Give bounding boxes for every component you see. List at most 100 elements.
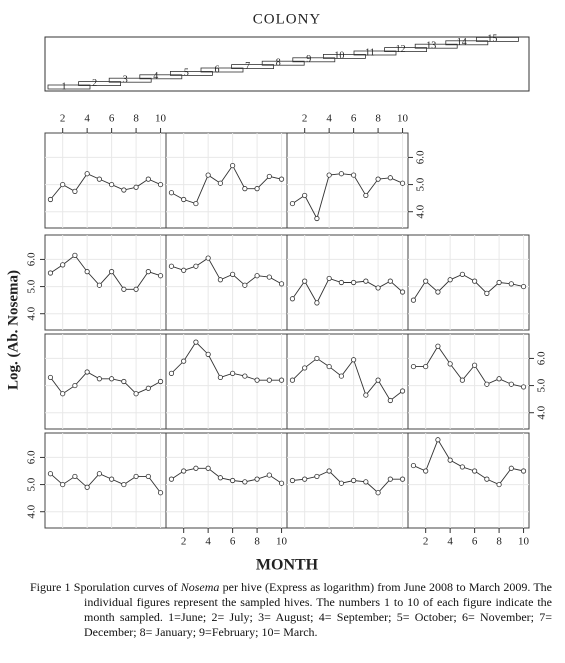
x-tick-label: 2 — [302, 113, 308, 125]
y-tick-label: 5.0 — [536, 378, 548, 392]
strip-title: COLONY — [253, 11, 322, 27]
point — [302, 365, 308, 371]
point — [96, 376, 102, 382]
x-tick-label: 6 — [230, 536, 236, 548]
line — [413, 438, 524, 486]
point — [423, 468, 429, 474]
colony-label: 9 — [306, 54, 311, 65]
point — [266, 377, 272, 383]
point — [254, 273, 260, 279]
line — [413, 345, 524, 388]
point — [193, 465, 199, 471]
point — [387, 278, 393, 284]
point — [157, 378, 164, 385]
point — [133, 473, 139, 480]
shingle — [78, 81, 121, 86]
shingle — [292, 57, 336, 63]
point — [157, 181, 164, 188]
point — [399, 289, 406, 295]
point — [47, 270, 54, 276]
point — [193, 339, 199, 345]
line — [292, 173, 403, 220]
point — [472, 362, 478, 368]
x-tick-label: 10 — [155, 113, 167, 125]
point — [84, 484, 90, 490]
y-tick-label: 4.0 — [536, 405, 548, 419]
point — [205, 465, 211, 471]
shingle — [231, 64, 275, 69]
point — [60, 262, 66, 268]
colony-label: 7 — [245, 61, 250, 72]
point — [520, 468, 527, 474]
point — [375, 285, 381, 291]
point — [230, 271, 236, 277]
x-axis-label: MONTH — [256, 557, 319, 574]
point — [157, 273, 164, 279]
point — [375, 490, 381, 496]
point — [387, 476, 393, 482]
line — [171, 467, 282, 484]
x-tick-label: 10 — [276, 536, 288, 548]
point — [399, 476, 406, 482]
point — [496, 279, 502, 286]
point — [230, 477, 236, 484]
line — [171, 341, 282, 381]
point — [47, 471, 54, 477]
point — [289, 200, 296, 207]
y-tick-label: 6.0 — [536, 351, 548, 365]
point — [47, 196, 54, 203]
point — [278, 377, 285, 383]
caption-text: Sporulation curves of — [73, 580, 178, 594]
line — [171, 257, 282, 286]
x-tick-label: 4 — [205, 536, 211, 548]
colony-label: 1 — [62, 81, 67, 92]
line — [50, 254, 161, 290]
point — [157, 490, 164, 496]
shingle — [414, 43, 458, 49]
point — [472, 278, 478, 284]
point — [351, 357, 357, 363]
line — [171, 164, 282, 205]
point — [447, 457, 453, 463]
point — [447, 361, 453, 367]
point — [314, 300, 320, 306]
point — [410, 363, 417, 370]
point — [326, 172, 332, 178]
point — [242, 282, 248, 288]
point — [484, 476, 490, 482]
point — [60, 481, 66, 488]
point — [484, 381, 490, 387]
point — [520, 384, 527, 390]
point — [254, 377, 260, 383]
caption: Figure 1 Sporulation curves of Nosema pe… — [30, 580, 552, 640]
y-tick-label: 4.0 — [415, 204, 427, 218]
point — [84, 269, 90, 275]
line — [50, 473, 161, 493]
shingle — [475, 37, 519, 42]
point — [254, 476, 260, 482]
point — [84, 171, 90, 177]
point — [508, 381, 514, 387]
point — [302, 476, 308, 482]
point — [410, 297, 417, 303]
point — [168, 263, 175, 269]
point — [145, 385, 151, 391]
point — [205, 172, 211, 178]
point — [399, 180, 406, 186]
point — [242, 373, 248, 379]
point — [289, 377, 296, 383]
point — [193, 200, 199, 207]
point — [205, 351, 211, 357]
point — [314, 355, 320, 362]
point — [72, 473, 78, 480]
x-tick-label: 4 — [447, 536, 453, 548]
point — [338, 373, 344, 379]
colony-label: 10 — [334, 51, 344, 62]
colony-label: 14 — [457, 37, 467, 48]
shingle — [169, 71, 213, 76]
line — [292, 470, 403, 494]
colony-label: 11 — [365, 47, 375, 58]
point — [278, 176, 285, 182]
point — [217, 277, 223, 283]
